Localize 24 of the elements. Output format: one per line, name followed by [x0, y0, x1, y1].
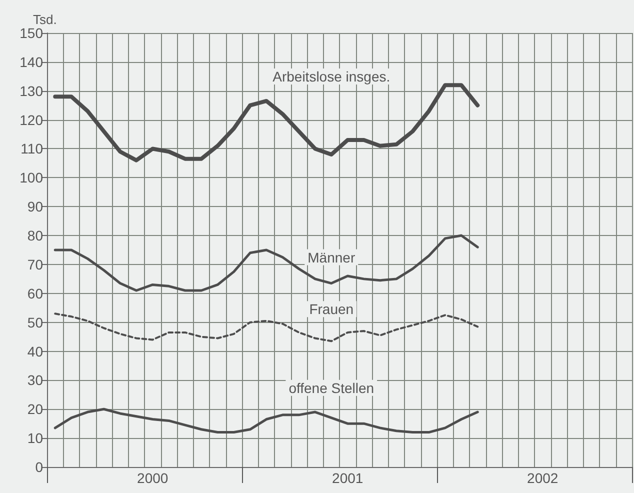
- x-tick-label: 2002: [527, 470, 558, 486]
- y-tick-label: 0: [35, 459, 44, 475]
- y-tick-label: 150: [20, 25, 44, 41]
- y-tick-label: 90: [27, 198, 44, 215]
- y-axis-title: Tsd.: [33, 12, 57, 28]
- y-tick-label: 10: [27, 430, 44, 446]
- y-tick-label: 120: [20, 112, 44, 128]
- y-tick-label: 40: [27, 343, 44, 360]
- series-label: offene Stellen: [288, 380, 374, 396]
- y-tick-label: 110: [20, 140, 44, 157]
- y-tick-label: 20: [27, 401, 44, 418]
- x-tick-label: 2001: [332, 470, 364, 486]
- y-tick-label: 140: [20, 54, 44, 70]
- y-tick-label: 130: [20, 82, 44, 99]
- y-tick-label: 60: [27, 285, 44, 302]
- y-tick-label: 50: [27, 314, 44, 330]
- y-tick-label: 70: [27, 256, 44, 272]
- series-label: Frauen: [309, 301, 354, 318]
- y-tick-label: 100: [20, 170, 44, 186]
- series-label: Arbeitslose insges.: [272, 68, 390, 85]
- x-tick-label: 2000: [137, 470, 168, 486]
- series-label: Männer: [308, 249, 356, 266]
- y-tick-label: 80: [27, 228, 44, 244]
- y-tick-label: 30: [27, 372, 44, 388]
